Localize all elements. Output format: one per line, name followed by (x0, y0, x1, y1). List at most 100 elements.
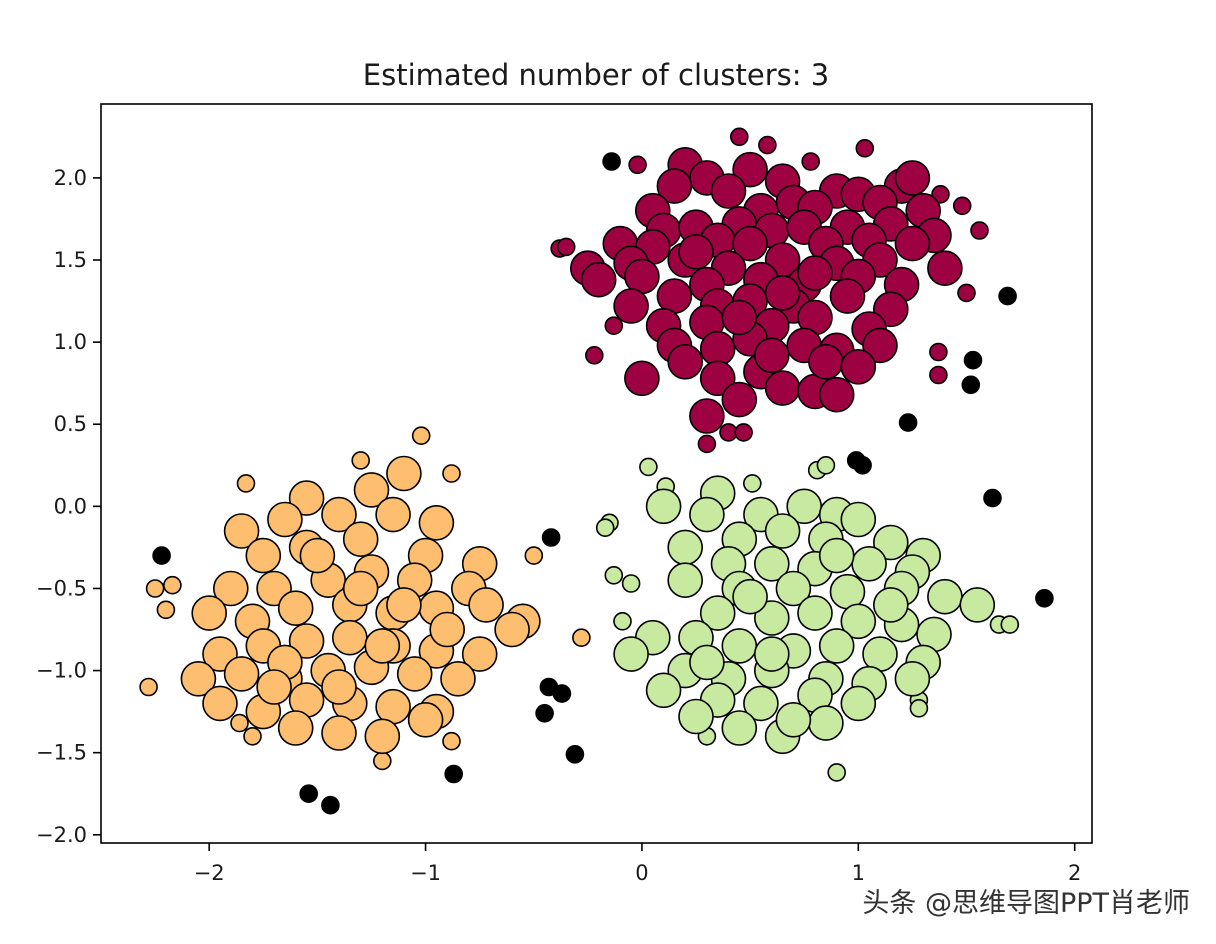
y-tick-label: 0.5 (54, 412, 87, 436)
cluster-2-core-point (418, 504, 455, 541)
cluster-3-core-point (808, 705, 844, 741)
cluster-3-core-point (753, 600, 790, 636)
cluster-2-core-point (180, 660, 217, 697)
cluster-2-edge-point (230, 713, 249, 733)
cluster-1-core-point (580, 261, 617, 298)
cluster-2-core-point (396, 656, 433, 692)
cluster-2-core-point (245, 537, 282, 574)
cluster-2-edge-point (442, 464, 461, 483)
cluster-3-core-point (775, 701, 812, 738)
cluster-2-core-point (494, 611, 530, 648)
cluster-2-core-point (256, 669, 292, 705)
cluster-2-core-point (375, 496, 411, 533)
cluster-1-core-point (894, 225, 931, 262)
cluster-3-core-point (818, 628, 855, 664)
cluster-2-edge-point (442, 731, 461, 751)
cluster-3-core-point (775, 570, 812, 607)
cluster-1-edge-point (855, 139, 875, 158)
cluster-3-core-point (851, 545, 887, 582)
noise-point (321, 795, 340, 815)
cluster-3-core-point (667, 529, 704, 566)
noise-point (602, 152, 621, 171)
noise-point (565, 744, 585, 764)
cluster-2-core-point (321, 669, 357, 705)
cluster-3-core-point (872, 524, 909, 561)
plot-frame (100, 103, 1093, 844)
noise-point (961, 375, 981, 395)
cluster-2-edge-point (139, 677, 158, 697)
cluster-2-core-point (202, 685, 238, 722)
cluster-2-core-point (223, 513, 260, 549)
y-tick-label: −1.0 (36, 659, 87, 683)
cluster-1-core-point (840, 348, 877, 385)
cluster-2-edge-point (524, 546, 544, 565)
cluster-2-core-point (321, 715, 357, 751)
cluster-2-edge-point (145, 579, 165, 598)
cluster-2-core-point (321, 496, 357, 533)
noise-point (853, 455, 872, 475)
noise-point (444, 764, 464, 784)
cluster-2-core-point (267, 501, 303, 538)
cluster-1-edge-point (584, 345, 604, 365)
cluster-3-core-point (699, 595, 736, 631)
cluster-1-core-point (667, 343, 704, 380)
cluster-3-edge-point (1000, 615, 1020, 634)
cluster-3-edge-point (816, 455, 836, 475)
cluster-3-core-point (645, 488, 682, 525)
cluster-2-core-point (364, 628, 401, 664)
cluster-2-edge-point (372, 751, 392, 771)
cluster-3-core-point (927, 578, 963, 615)
cluster-2-edge-point (156, 600, 176, 620)
cluster-1-edge-point (628, 155, 647, 175)
cluster-3-edge-point (604, 565, 624, 585)
cluster-2-core-point (299, 537, 336, 574)
noise-point (898, 413, 918, 432)
cluster-1-core-point (764, 275, 801, 311)
y-tick-label: −2.0 (36, 823, 87, 847)
x-axis: −2 −1 0 1 2 (194, 843, 1081, 885)
cluster-1-core-point (764, 370, 801, 406)
cluster-1-core-point (862, 327, 898, 364)
cluster-1-core-point (732, 225, 768, 262)
cluster-1-edge-point (758, 135, 777, 155)
cluster-1-edge-point (801, 152, 821, 171)
cluster-1-edge-point (734, 423, 753, 442)
y-tick-label: 2.0 (54, 166, 87, 190)
noise-point (1035, 588, 1054, 608)
cluster-1-edge-point (929, 342, 948, 362)
cluster-2-core-point (288, 480, 325, 516)
x-tick-label: 1 (852, 861, 865, 885)
cluster-1-edge-point (729, 127, 749, 147)
cluster-2-core-point (331, 619, 368, 656)
watermark-text: 头条 @思维导图PPT肖老师 (862, 888, 1190, 919)
cluster-3-core-point (840, 685, 877, 722)
cluster-2-core-point (191, 595, 227, 631)
cluster-1-core-point (808, 343, 844, 380)
cluster-1-core-point (797, 255, 833, 291)
cluster-3-edge-point (595, 518, 615, 538)
noise-point (541, 528, 561, 547)
cluster-3-core-point (840, 501, 877, 538)
cluster-3-core-point (721, 628, 758, 664)
cluster-3-core-point (689, 644, 725, 681)
y-tick-label: −0.5 (36, 576, 87, 600)
cluster-2-core-point (277, 710, 314, 746)
cluster-3-core-point (721, 710, 758, 746)
cluster-2-edge-point (236, 474, 256, 493)
cluster-2-core-point (288, 623, 325, 659)
cluster-2-core-point (277, 590, 314, 627)
cluster-1-edge-point (957, 283, 976, 303)
cluster-1-core-point (829, 278, 866, 314)
cluster-3-edge-point (621, 574, 641, 593)
noise-point (152, 546, 171, 565)
cluster-1-core-point (624, 360, 660, 397)
cluster-3-core-point (959, 587, 996, 623)
cluster-3-core-point (667, 562, 704, 599)
cluster-1-edge-point (970, 221, 989, 240)
cluster-3-edge-point (742, 474, 762, 493)
cluster-1-core-point (894, 160, 931, 196)
cluster-1-edge-point (952, 196, 972, 216)
cluster-1-edge-point (929, 365, 948, 385)
cluster-3-core-point (613, 636, 649, 672)
